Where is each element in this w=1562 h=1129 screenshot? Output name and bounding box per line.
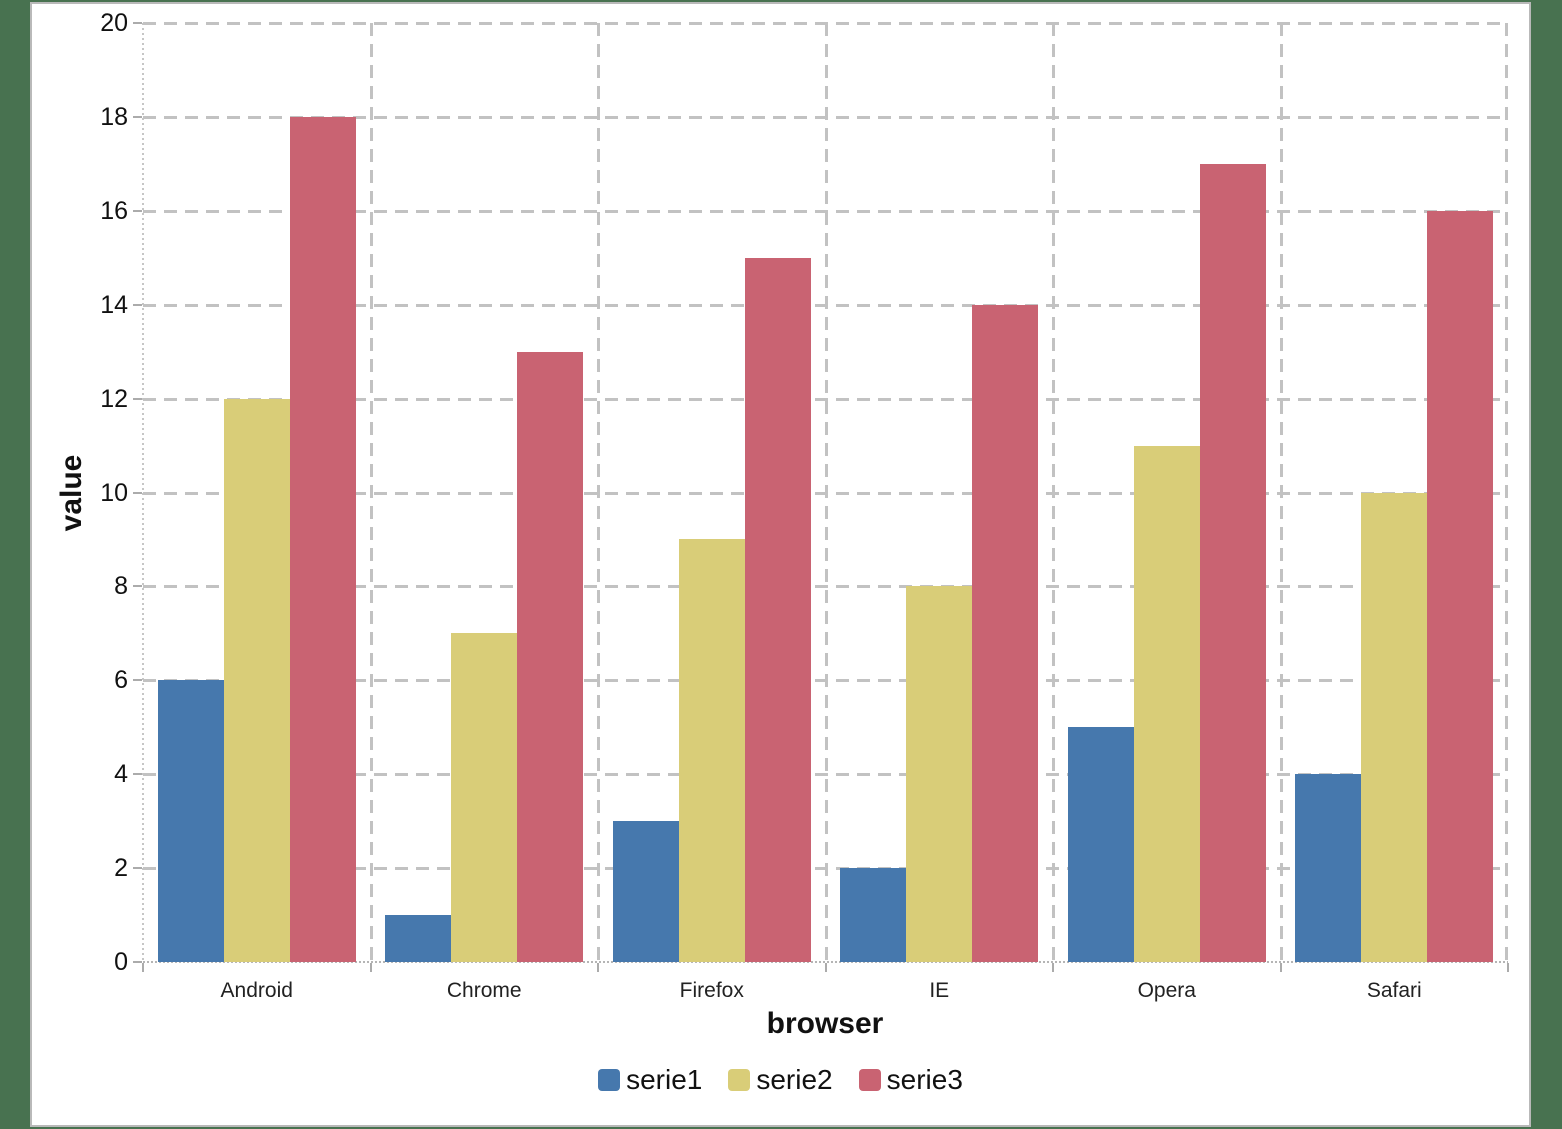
legend-swatch-serie2: [728, 1069, 751, 1091]
y-tick-mark-10: [133, 491, 142, 494]
bar-serie2-Opera: [1133, 445, 1200, 962]
gridline-vertical-3: [824, 23, 828, 962]
y-tick-mark-8: [133, 585, 142, 588]
bar-serie2-Safari: [1361, 492, 1428, 962]
legend-swatch-serie3: [858, 1069, 881, 1091]
y-tick-label-14: 14: [100, 290, 128, 319]
x-tick-mark-4: [1052, 963, 1054, 972]
y-tick-label-6: 6: [114, 666, 128, 695]
bar-serie3-Opera: [1199, 163, 1266, 962]
x-axis-title: browser: [766, 1007, 884, 1040]
y-tick-mark-14: [133, 303, 142, 306]
y-tick-label-8: 8: [114, 572, 128, 601]
y-tick-mark-6: [133, 679, 142, 682]
x-category-label-Opera: Opera: [1137, 979, 1196, 1002]
y-tick-label-12: 12: [100, 384, 128, 413]
y-tick-mark-16: [133, 209, 142, 212]
gridline-vertical-1: [369, 23, 373, 962]
x-category-label-IE: IE: [929, 979, 950, 1002]
x-tick-mark-1: [369, 963, 372, 972]
y-tick-mark-4: [133, 773, 142, 776]
y-tick-mark-2: [133, 867, 142, 870]
x-tick-mark-5: [1279, 963, 1282, 972]
legend-item-serie3: serie3: [858, 1064, 963, 1096]
legend-label-serie2: serie2: [756, 1064, 833, 1095]
bar-serie2-Android: [223, 398, 290, 962]
y-tick-label-10: 10: [100, 478, 128, 507]
bar-serie1-Chrome: [385, 915, 452, 962]
x-tick-mark-0: [142, 963, 144, 972]
y-tick-label-16: 16: [100, 196, 128, 225]
x-category-label-Android: Android: [220, 979, 293, 1002]
y-tick-label-18: 18: [100, 102, 128, 131]
bar-serie1-Opera: [1067, 727, 1134, 962]
gridline-vertical-6: [1505, 23, 1508, 962]
x-tick-mark-2: [597, 963, 599, 972]
legend-swatch-serie1: [598, 1069, 621, 1091]
bar-serie1-Android: [157, 680, 224, 962]
x-tick-mark-3: [824, 963, 827, 972]
legend-item-serie2: serie2: [728, 1064, 833, 1096]
y-tick-label-0: 0: [114, 948, 128, 976]
y-tick-label-20: 20: [100, 9, 128, 37]
bar-serie3-IE: [972, 304, 1039, 962]
legend-label-serie3: serie3: [886, 1064, 963, 1095]
y-tick-mark-0: [133, 961, 142, 963]
gridline-vertical-2: [597, 23, 600, 962]
y-tick-label-2: 2: [114, 854, 128, 883]
bar-serie3-Chrome: [517, 351, 584, 962]
y-tick-mark-18: [133, 115, 142, 118]
gridline-vertical-4: [1052, 23, 1055, 962]
y-tick-label-4: 4: [114, 760, 128, 789]
bar-serie1-IE: [840, 868, 907, 962]
x-category-label-Firefox: Firefox: [679, 979, 744, 1002]
bar-serie3-Firefox: [744, 257, 811, 962]
gridline-vertical-5: [1279, 23, 1283, 962]
x-tick-mark-6: [1507, 963, 1509, 972]
y-tick-mark-20: [133, 22, 142, 24]
bar-serie2-Chrome: [451, 633, 518, 962]
plot-area: [142, 22, 1508, 963]
bar-serie3-Safari: [1427, 210, 1494, 962]
bar-serie2-IE: [906, 586, 973, 962]
x-category-label-Chrome: Chrome: [446, 979, 522, 1002]
chart-canvas: value browser 0 2 4 6 8 10 12 14 16 18 20 Android C…: [30, 2, 1531, 1127]
x-axis-line: [143, 961, 1508, 963]
bar-serie2-Firefox: [678, 539, 745, 962]
bar-serie3-Android: [289, 116, 356, 962]
legend-label-serie1: serie1: [626, 1064, 703, 1095]
x-category-label-Safari: Safari: [1366, 979, 1422, 1002]
bar-serie1-Safari: [1295, 774, 1362, 962]
y-tick-mark-12: [133, 397, 142, 400]
legend-item-serie1: serie1: [598, 1064, 702, 1096]
bar-serie1-Firefox: [612, 821, 679, 962]
legend: serie1 serie2 serie3: [32, 1064, 1529, 1096]
